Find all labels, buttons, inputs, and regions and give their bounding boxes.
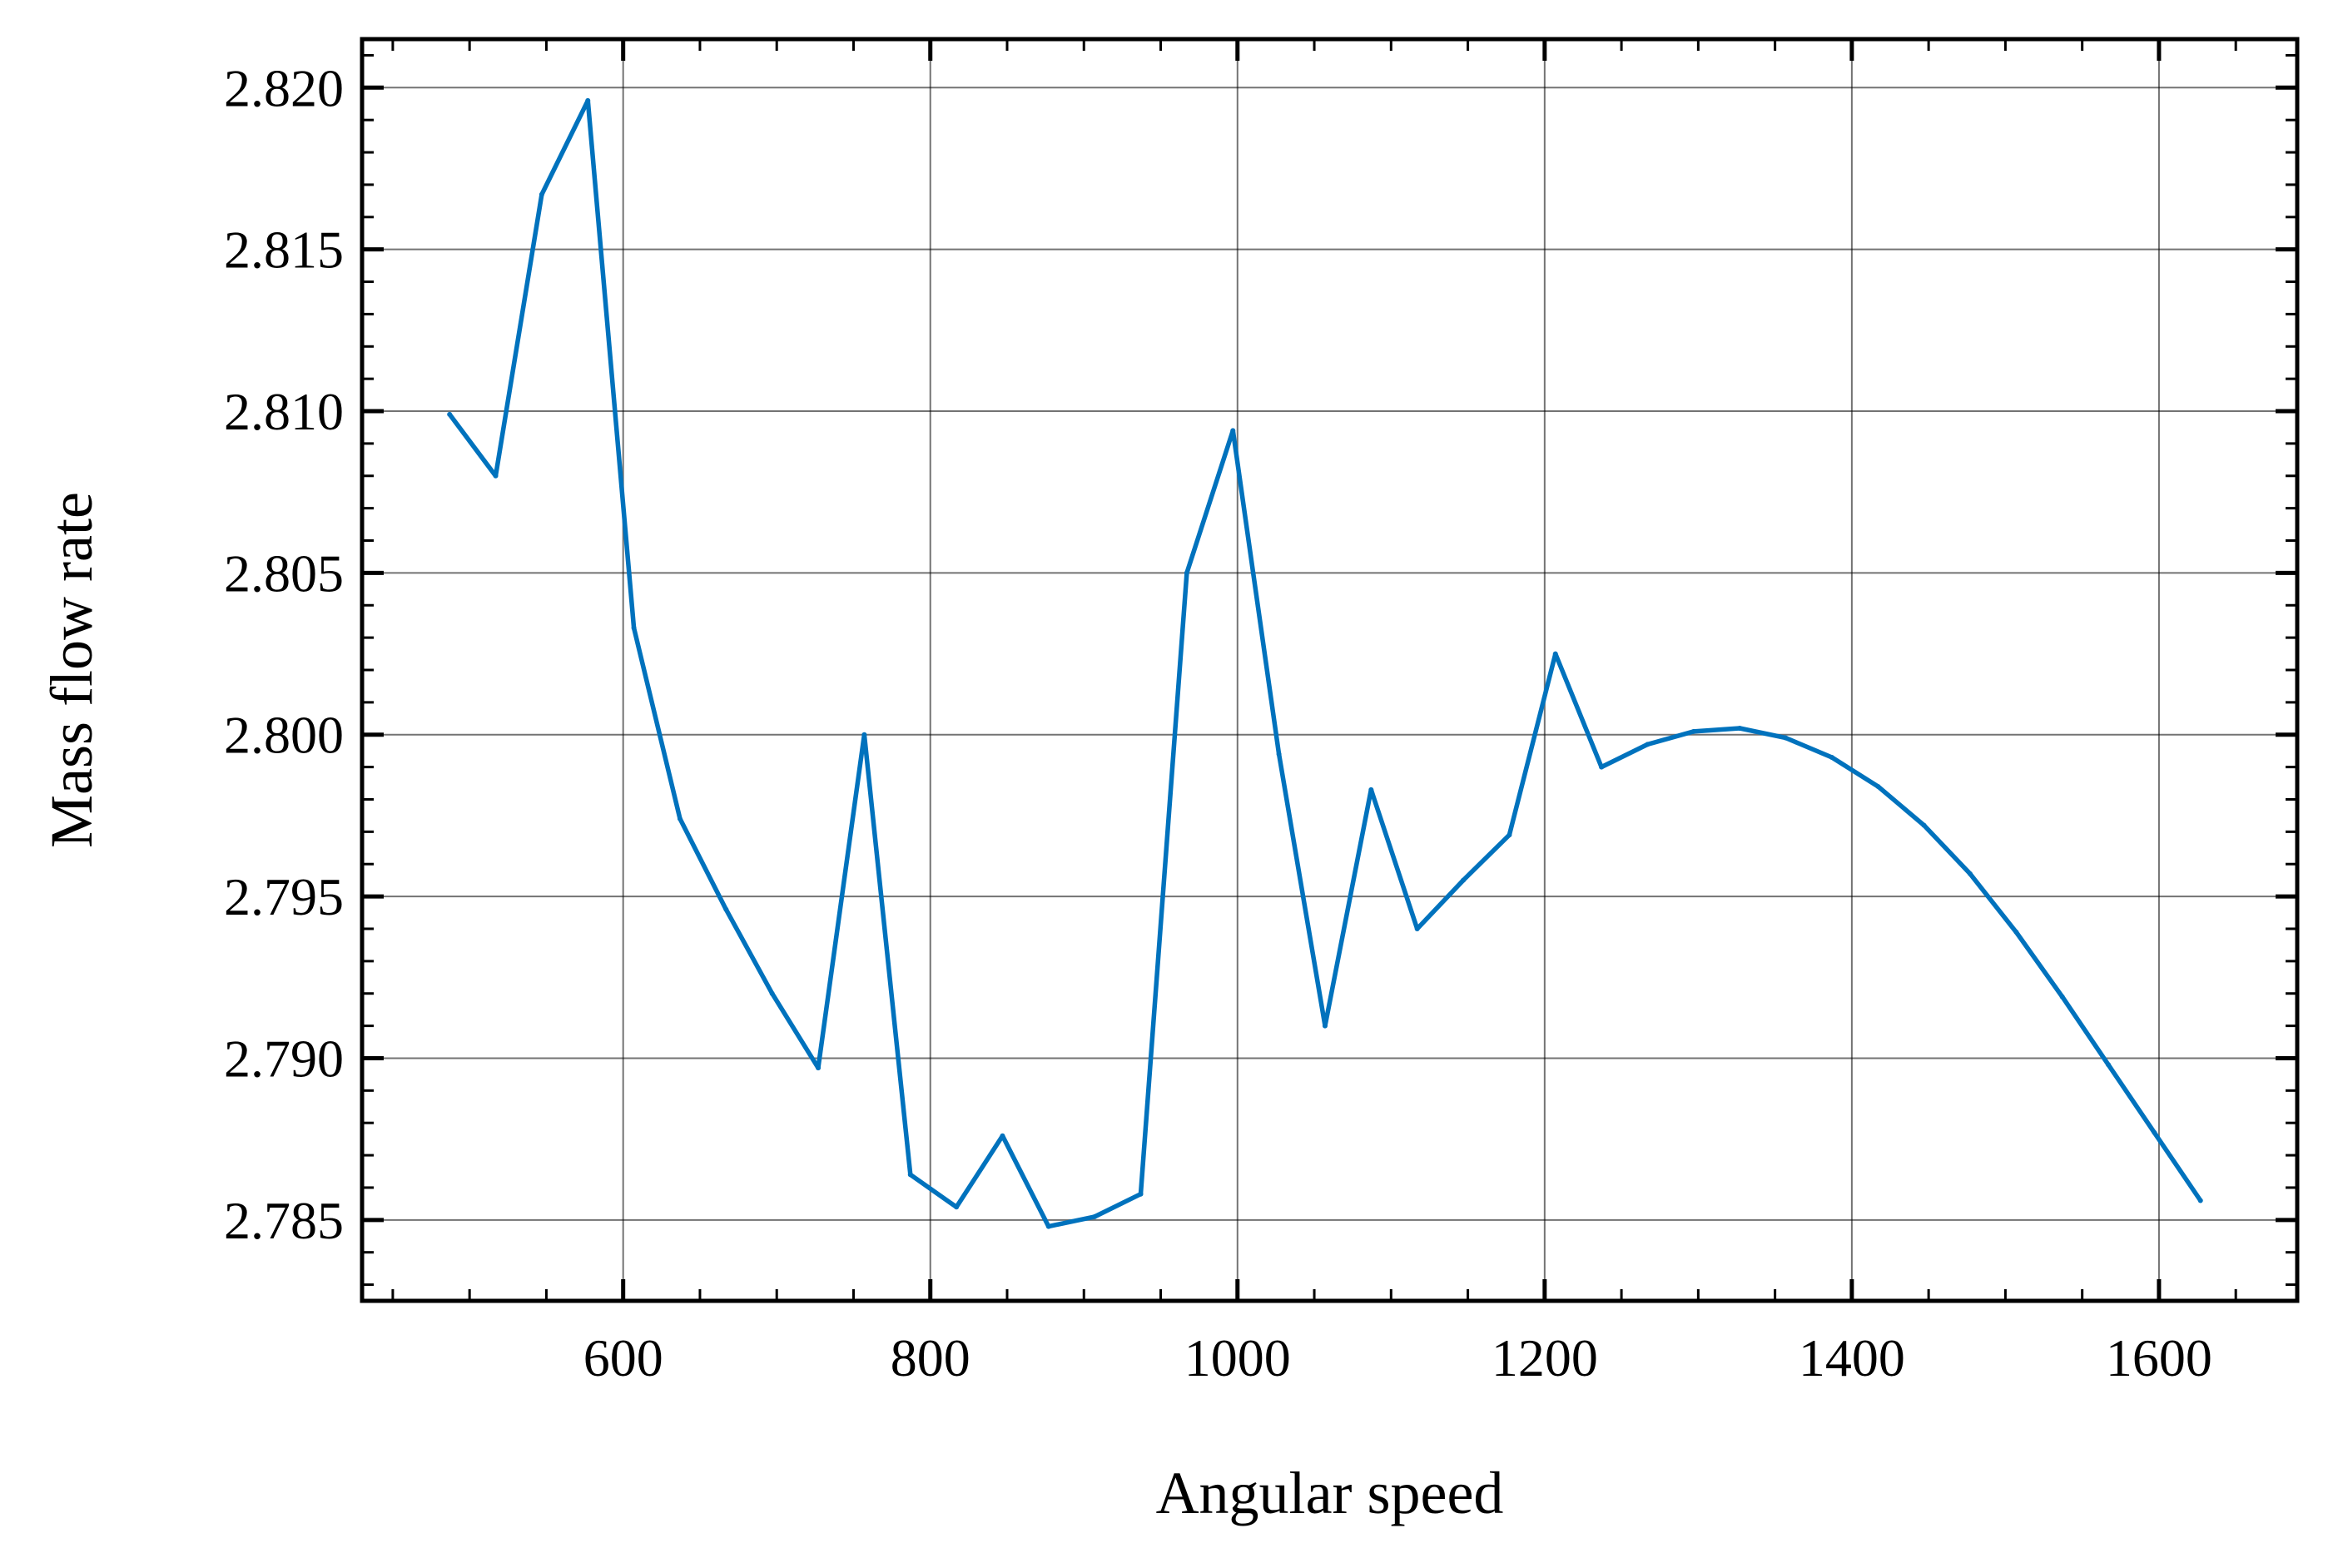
data-point	[1414, 925, 1420, 931]
x-tick-label: 600	[583, 1328, 663, 1387]
x-axis-label: Angular speed	[1156, 1460, 1504, 1526]
data-point	[2059, 994, 2065, 1000]
data-point	[1276, 752, 1282, 757]
data-point	[1092, 1213, 1098, 1219]
y-tick-label: 2.820	[224, 58, 344, 117]
data-point	[2013, 929, 2019, 935]
axis-ticks	[362, 39, 2297, 1301]
y-axis-tick-labels: 2.785 2.790 2.795 2.800 2.805 2.810 2.815 2.820	[224, 58, 344, 1250]
data-point	[1599, 764, 1605, 770]
y-tick-label: 2.795	[224, 867, 344, 926]
x-tick-label: 1600	[2106, 1328, 2212, 1387]
data-point	[1783, 735, 1789, 741]
data-point	[1967, 871, 1973, 876]
x-tick-label: 800	[891, 1328, 970, 1387]
data-point	[677, 816, 683, 821]
data-point	[631, 625, 637, 631]
data-point	[1737, 725, 1743, 731]
data-point	[1368, 786, 1374, 792]
data-point	[1000, 1133, 1005, 1139]
data-point	[907, 1172, 913, 1178]
y-tick-label: 2.815	[224, 221, 344, 280]
data-point	[769, 990, 775, 996]
data-point	[1184, 570, 1189, 576]
data-point	[723, 906, 729, 912]
data-point	[447, 411, 453, 417]
data-point	[1829, 754, 1834, 760]
data-point	[1875, 783, 1881, 789]
y-tick-label: 2.785	[224, 1191, 344, 1250]
data-point	[1461, 877, 1467, 883]
data-point	[1138, 1191, 1144, 1197]
grid-lines	[362, 39, 2297, 1301]
data-point	[1045, 1223, 1051, 1229]
y-tick-label: 2.790	[224, 1029, 344, 1088]
x-tick-label: 1400	[1799, 1328, 1905, 1387]
data-point	[585, 97, 591, 103]
data-point	[861, 732, 867, 737]
data-point	[2106, 1062, 2112, 1068]
plot-frame	[360, 37, 2300, 1303]
plot-area	[447, 97, 2203, 1229]
data-point	[954, 1204, 960, 1210]
y-axis-label: Mass flow rate	[38, 492, 105, 848]
data-point	[816, 1065, 822, 1071]
data-point	[1645, 742, 1650, 747]
data-point	[1507, 832, 1512, 838]
data-point	[1230, 428, 1236, 434]
x-axis-tick-labels: 600 800 1000 1200 1400 1600	[583, 1328, 2212, 1387]
y-tick-label: 2.810	[224, 382, 344, 441]
data-point	[1921, 822, 1927, 828]
x-tick-label: 1000	[1184, 1328, 1291, 1387]
data-point	[1322, 1023, 1328, 1029]
y-tick-label: 2.805	[224, 543, 344, 603]
data-point	[2197, 1198, 2203, 1203]
data-point	[1690, 728, 1696, 734]
data-point	[493, 473, 499, 479]
data-point	[539, 191, 544, 197]
data-point	[2152, 1129, 2157, 1135]
data-point	[1552, 651, 1558, 657]
y-tick-label: 2.800	[224, 706, 344, 765]
x-tick-label: 1200	[1492, 1328, 1598, 1387]
